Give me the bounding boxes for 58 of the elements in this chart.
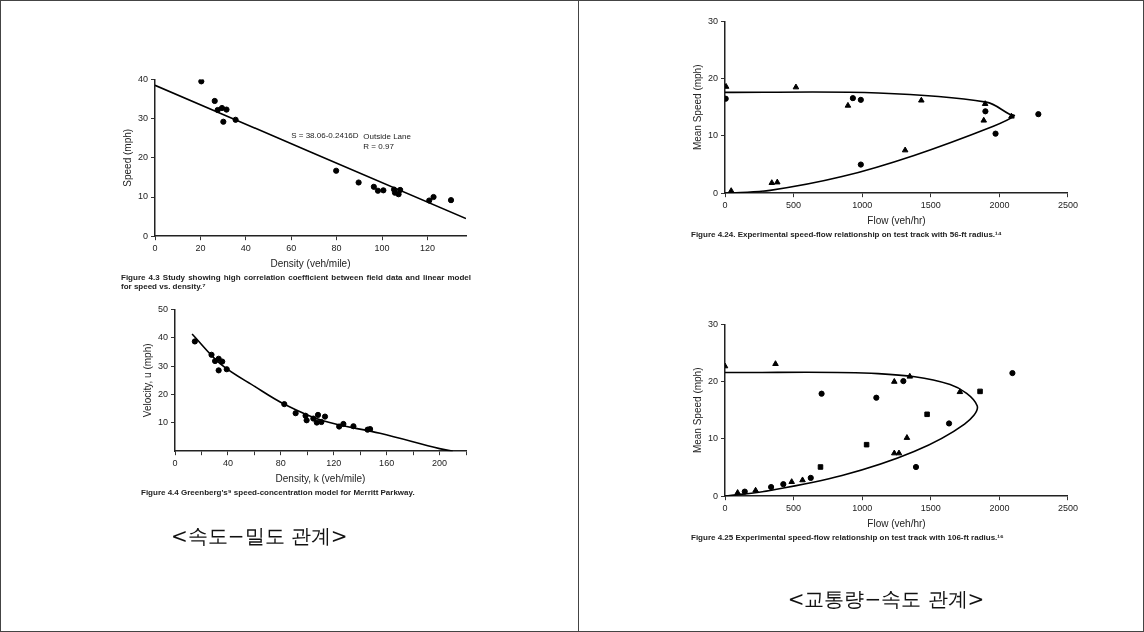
y-tick-label: 20 xyxy=(708,376,719,387)
y-axis-title: Speed (mph) xyxy=(121,128,133,187)
y-tick-label: 0 xyxy=(143,230,149,241)
x-tick-label: 0 xyxy=(722,503,728,514)
x-tick-label: 1500 xyxy=(920,503,941,514)
y-tick-label: 10 xyxy=(158,417,169,428)
y-tick-label: 40 xyxy=(138,73,149,84)
x-tick-label: 160 xyxy=(379,458,395,469)
text: <교통량−속도 관계> xyxy=(786,586,986,613)
y-tick-label: 30 xyxy=(708,318,719,329)
x-tick-label: 500 xyxy=(786,503,802,514)
text: <속도−밀도 관계> xyxy=(170,523,349,550)
y-axis-title: Mean Speed (mph) xyxy=(691,367,703,454)
y-tick-label: 0 xyxy=(713,490,719,501)
y-tick-label: 30 xyxy=(708,15,719,26)
x-axis-title: Flow (veh/hr) xyxy=(867,517,926,529)
y-tick-label: 30 xyxy=(138,113,149,124)
y-tick-label: 20 xyxy=(138,152,149,163)
x-tick-label: 1000 xyxy=(852,200,873,211)
y-tick-label: 50 xyxy=(158,303,169,314)
x-tick-label: 40 xyxy=(240,243,251,254)
x-tick-label: 500 xyxy=(786,200,802,211)
x-axis-title: Density, k (veh/mile) xyxy=(275,472,366,484)
text: Figure 4.3 Study showing high correlation coefficient between field data and linear model for speed vs. density.⁷ xyxy=(121,273,471,291)
text: Figure 4.24. Experimental speed-flow relationship on test track with 56-ft radius.¹⁴ xyxy=(691,230,1003,239)
x-tick-label: 2500 xyxy=(1057,200,1078,211)
x-tick-label: 40 xyxy=(222,458,233,469)
y-tick-label: 40 xyxy=(158,332,169,343)
x-tick-label: 1500 xyxy=(920,200,941,211)
y-tick-label: 20 xyxy=(158,388,169,399)
annotation: S = 38.06-0.2416D xyxy=(291,131,359,141)
text: Figure 4.4 Greenberg's⁹ speed-concentration model for Merritt Parkway. xyxy=(141,488,416,497)
text: Figure 4.25 Experimental speed-flow relationship on test track with 106-ft radius.¹⁶ xyxy=(691,533,1005,542)
x-tick-label: 100 xyxy=(374,243,390,254)
y-tick-label: 10 xyxy=(708,130,719,141)
y-axis-title: Velocity, u (mph) xyxy=(141,343,153,418)
x-tick-label: 200 xyxy=(432,458,448,469)
x-tick-label: 80 xyxy=(331,243,342,254)
x-tick-label: 2000 xyxy=(989,503,1010,514)
y-tick-label: 20 xyxy=(708,73,719,84)
x-tick-label: 120 xyxy=(326,458,342,469)
x-tick-label: 1000 xyxy=(852,503,873,514)
x-tick-label: 2000 xyxy=(989,200,1010,211)
x-tick-label: 120 xyxy=(419,243,435,254)
y-axis-title: Mean Speed (mph) xyxy=(691,64,703,151)
x-tick-label: 2500 xyxy=(1057,503,1078,514)
x-tick-label: 0 xyxy=(172,458,178,469)
x-tick-label: 60 xyxy=(286,243,297,254)
x-axis-title: Density (veh/mile) xyxy=(270,257,351,269)
y-tick-label: 10 xyxy=(138,191,149,202)
y-tick-label: 30 xyxy=(158,360,169,371)
x-axis-title: Flow (veh/hr) xyxy=(867,214,926,226)
y-tick-label: 0 xyxy=(713,187,719,198)
annotation: Outside Lane R = 0.97 xyxy=(363,131,412,151)
x-tick-label: 0 xyxy=(722,200,728,211)
x-tick-label: 80 xyxy=(275,458,286,469)
x-tick-label: 20 xyxy=(195,243,206,254)
y-tick-label: 10 xyxy=(708,433,719,444)
